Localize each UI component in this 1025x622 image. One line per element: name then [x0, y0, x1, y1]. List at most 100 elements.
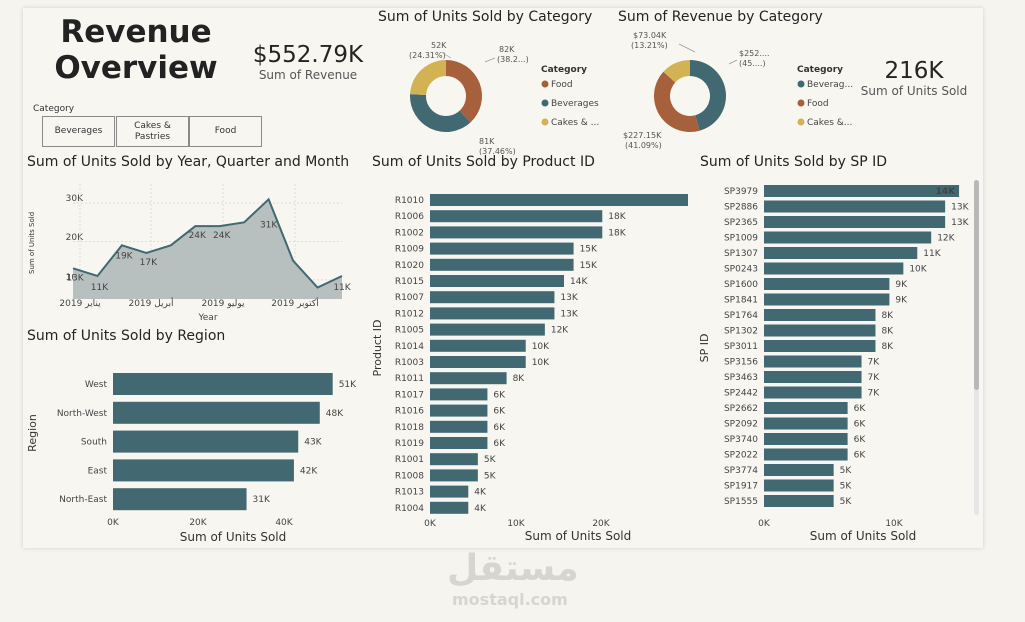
bar[interactable] — [430, 388, 488, 401]
kpi-card-units[interactable]: 216K Sum of Units Sold — [849, 58, 979, 98]
slicer-option-cakes-pastries[interactable]: Cakes & Pastries — [116, 116, 189, 147]
bar[interactable] — [764, 278, 890, 290]
slicer-option-beverages[interactable]: Beverages — [42, 116, 115, 147]
bar[interactable] — [764, 495, 834, 507]
area-point-label: 19K — [115, 251, 133, 261]
bar[interactable] — [430, 275, 564, 287]
bar-value-label: 18K — [608, 228, 626, 238]
bar[interactable] — [764, 293, 890, 306]
bar-value-label: 8K — [881, 311, 894, 321]
category-label: SP1555 — [724, 497, 758, 507]
bar[interactable] — [430, 258, 574, 271]
kpi-revenue-label: Sum of Revenue — [258, 68, 358, 82]
category-label: R1013 — [395, 488, 424, 498]
bar[interactable] — [764, 464, 834, 476]
bar[interactable] — [430, 420, 488, 433]
bar[interactable] — [430, 501, 469, 514]
legend-units-by-category[interactable]: Category Food Beverages Cakes & ... — [541, 65, 599, 128]
category-label: SP1302 — [724, 327, 758, 337]
sp-chart-scrollbar-thumb[interactable] — [974, 180, 979, 390]
bar[interactable] — [764, 402, 848, 414]
bar-value-label: 8K — [881, 342, 894, 352]
units-by-sp-xlabel: Sum of Units Sold — [810, 529, 917, 543]
bar-value-label: 12K — [551, 326, 569, 336]
legend-revenue-by-category[interactable]: Category Beverag... Food Cakes &... — [797, 65, 853, 128]
bar[interactable] — [764, 200, 946, 213]
bar[interactable] — [764, 340, 876, 352]
bar[interactable] — [430, 372, 507, 385]
bar[interactable] — [764, 185, 960, 197]
bar[interactable] — [430, 453, 478, 466]
units-by-sp-chart[interactable]: SP ID SP3979 14K SP2886 13K SP2365 13K SP1009 1… — [693, 178, 983, 548]
bar[interactable] — [430, 469, 478, 482]
units-by-sp-ylabel: SP ID — [698, 334, 711, 363]
bar[interactable] — [430, 210, 603, 223]
slicer-option-food[interactable]: Food — [189, 116, 262, 147]
bar[interactable] — [113, 430, 299, 453]
bar[interactable] — [764, 355, 862, 368]
area-line[interactable] — [72, 197, 343, 289]
bar[interactable] — [430, 356, 526, 368]
bar[interactable] — [764, 247, 918, 259]
bar[interactable] — [113, 488, 247, 511]
bar[interactable] — [764, 433, 848, 445]
bar[interactable] — [430, 323, 545, 336]
bar[interactable] — [430, 404, 488, 417]
bar-value-label: 31K — [253, 495, 271, 505]
donut-slice-cakes-pastries[interactable] — [663, 60, 690, 83]
xtick: 20K — [189, 518, 207, 528]
bar[interactable] — [430, 339, 526, 352]
category-label: R1004 — [395, 504, 424, 514]
bar[interactable] — [430, 242, 574, 255]
bar[interactable] — [430, 437, 488, 449]
category-label: R1007 — [395, 293, 424, 303]
area-point-label: 11K — [333, 283, 351, 293]
category-label: SP3011 — [724, 342, 758, 352]
bar[interactable] — [764, 417, 848, 430]
bar[interactable] — [113, 373, 333, 395]
donut-slice-beverages[interactable] — [410, 94, 471, 132]
xtick: 0K — [424, 519, 437, 529]
bar[interactable] — [430, 291, 555, 304]
bar[interactable] — [430, 194, 688, 206]
bar[interactable] — [764, 216, 946, 228]
bar-value-label: 12K — [937, 234, 955, 244]
cakes-units-label-value: 52K — [431, 41, 447, 50]
bar-value-label: 14K — [570, 277, 588, 287]
leader-line — [484, 57, 496, 63]
xtick: 10K — [885, 519, 903, 529]
bar[interactable] — [764, 371, 862, 383]
bar[interactable] — [430, 485, 469, 498]
bar[interactable] — [113, 459, 294, 482]
bar[interactable] — [764, 324, 876, 337]
revenue-by-category-chart[interactable]: $73.04K (13.21%) $252.... (45....) $227.… — [613, 28, 853, 158]
units-by-product-chart[interactable]: Product ID R101027KR100618KR100218KR1009… — [368, 178, 688, 548]
donut-slice-food[interactable] — [446, 59, 482, 123]
donut-slice-cakes-pastries[interactable] — [410, 60, 446, 95]
bar[interactable] — [764, 309, 876, 321]
kpi-card-revenue[interactable]: $552.79K Sum of Revenue — [243, 42, 373, 82]
category-label: R1018 — [395, 423, 424, 433]
bar[interactable] — [764, 386, 862, 399]
bar[interactable] — [764, 231, 932, 244]
bar[interactable] — [764, 262, 904, 275]
units-by-category-chart[interactable]: 52K (24.31%) 82K (38.2...) 81K (37.46%) … — [373, 28, 613, 158]
donut-slice-beverages[interactable] — [690, 60, 726, 131]
bar[interactable] — [430, 226, 603, 239]
donut-slice-food[interactable] — [654, 71, 700, 132]
category-label: SP2662 — [724, 404, 758, 414]
category-label: SP2092 — [724, 420, 758, 430]
area-point-label: 24K — [189, 231, 207, 241]
legend-label-food: Food — [807, 99, 829, 109]
watermark-arabic: مستقل — [447, 548, 579, 589]
legend-title: Category — [797, 65, 843, 75]
bar[interactable] — [764, 448, 848, 461]
units-by-region-chart[interactable]: Region West 51K North-West 48K South 43K East 4… — [23, 353, 368, 548]
bar[interactable] — [764, 479, 834, 492]
area-point-label: 31K — [260, 220, 278, 230]
units-by-time-chart[interactable]: Sum of Units Sold 30K 20K 10K 13K11K19K1… — [23, 174, 363, 326]
bar[interactable] — [430, 307, 555, 320]
bar-value-label: 51K — [339, 380, 357, 390]
bar-value-label: 6K — [493, 423, 506, 433]
bar[interactable] — [113, 401, 320, 424]
